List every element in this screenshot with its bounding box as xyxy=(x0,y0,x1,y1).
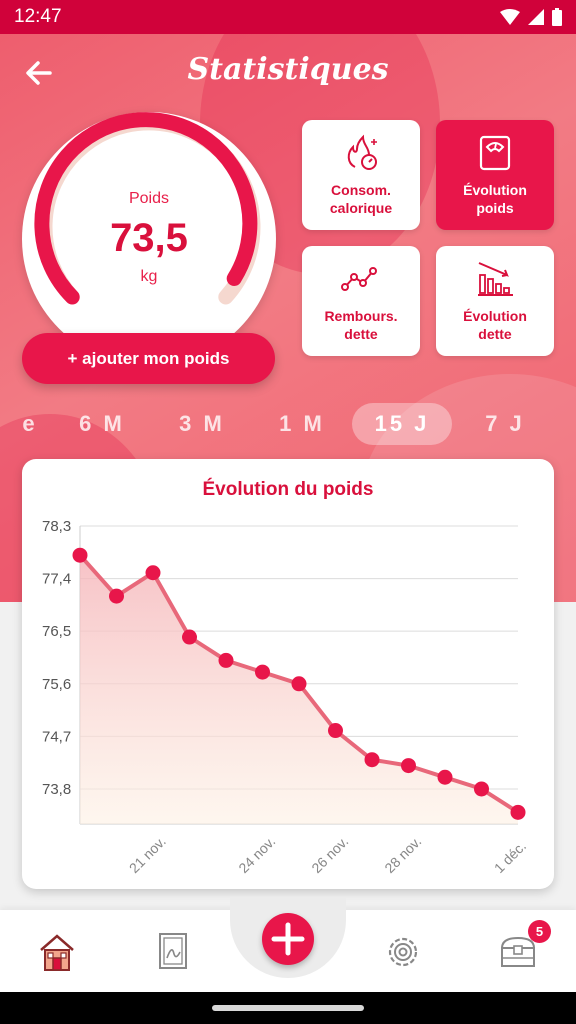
tile-label: Évolution poids xyxy=(463,182,527,216)
data-point[interactable] xyxy=(182,629,197,645)
x-tick-label: 28 nov. xyxy=(381,833,424,876)
home-handle[interactable] xyxy=(212,1005,364,1011)
data-point[interactable] xyxy=(291,676,307,692)
data-point[interactable] xyxy=(474,781,489,797)
period-selector: e 6 M 3 M 1 M 15 J 7 J xyxy=(0,403,576,445)
period-option[interactable]: e xyxy=(22,411,38,436)
period-option-selected[interactable]: 15 J xyxy=(352,403,452,445)
battery-icon xyxy=(552,8,562,26)
status-bar: 12:47 xyxy=(0,0,576,34)
add-weight-button[interactable]: + ajouter mon poids xyxy=(22,333,275,384)
x-tick-label: 24 nov. xyxy=(235,833,278,876)
treasure-chest-icon[interactable] xyxy=(498,930,538,974)
gauge-label: Poids xyxy=(128,190,170,207)
scale-icon xyxy=(479,135,511,171)
tile-debt-evolution[interactable]: Évolution dette xyxy=(436,246,554,356)
y-tick-label: 74,7 xyxy=(42,728,71,745)
tile-label: Consom. calorique xyxy=(329,182,393,216)
tile-label: Évolution dette xyxy=(463,308,527,342)
x-tick-label: 26 nov. xyxy=(308,833,351,876)
data-point[interactable] xyxy=(437,769,453,785)
data-point[interactable] xyxy=(72,547,88,563)
tile-calorie-consumption[interactable]: Consom. calorique xyxy=(302,120,420,230)
wifi-icon xyxy=(500,9,520,25)
weight-chart-card: Évolution du poids 78,3 77,4 76,5 75,6 74,7 7… xyxy=(22,459,554,889)
status-icons xyxy=(500,8,562,26)
signal-icon xyxy=(528,9,544,25)
add-entry-fab[interactable] xyxy=(262,913,314,965)
weight-line-chart: 78,3 77,4 76,5 75,6 74,7 73,8 21 nov. 24 nov. 2… xyxy=(42,518,529,876)
y-tick-label: 73,8 xyxy=(42,781,71,798)
calorie-flame-icon xyxy=(347,134,377,170)
y-tick-label: 76,5 xyxy=(42,623,71,640)
period-option[interactable]: 6 M xyxy=(79,411,125,436)
weight-gauge xyxy=(22,112,276,366)
chart-title: Évolution du poids xyxy=(202,479,374,500)
y-tick-label: 75,6 xyxy=(42,676,71,693)
x-tick-label: 21 nov. xyxy=(126,833,169,876)
y-tick-label: 77,4 xyxy=(42,571,71,588)
plus-icon xyxy=(271,922,305,956)
status-time: 12:47 xyxy=(14,6,62,27)
bar-decline-icon xyxy=(478,262,513,296)
gauge-unit: kg xyxy=(140,268,158,285)
document-icon[interactable] xyxy=(154,930,194,974)
home-icon[interactable] xyxy=(37,930,77,974)
tile-debt-repayment[interactable]: Rembours. dette xyxy=(302,246,420,356)
page-title: Statistiques xyxy=(187,52,389,87)
line-trend-icon xyxy=(341,267,377,291)
x-tick-label: 1 déc. xyxy=(491,838,529,876)
data-point[interactable] xyxy=(401,758,416,774)
data-point[interactable] xyxy=(109,588,124,604)
tile-label: Rembours. dette xyxy=(324,308,398,342)
data-point[interactable] xyxy=(510,804,526,820)
notification-badge: 5 xyxy=(528,920,551,943)
settings-gear-icon[interactable] xyxy=(383,930,423,974)
data-point[interactable] xyxy=(145,565,161,581)
gauge-value: 73,5 xyxy=(110,216,188,260)
period-option[interactable]: 3 M xyxy=(179,411,225,436)
back-arrow-icon[interactable] xyxy=(22,56,56,90)
period-option[interactable]: 1 M xyxy=(279,411,325,436)
period-option[interactable]: 7 J xyxy=(485,411,525,436)
data-point[interactable] xyxy=(364,752,380,768)
data-point[interactable] xyxy=(218,652,234,668)
y-tick-label: 78,3 xyxy=(42,518,71,535)
data-point[interactable] xyxy=(328,723,343,739)
data-point[interactable] xyxy=(255,664,270,680)
tile-weight-evolution[interactable]: Évolution poids xyxy=(436,120,554,230)
